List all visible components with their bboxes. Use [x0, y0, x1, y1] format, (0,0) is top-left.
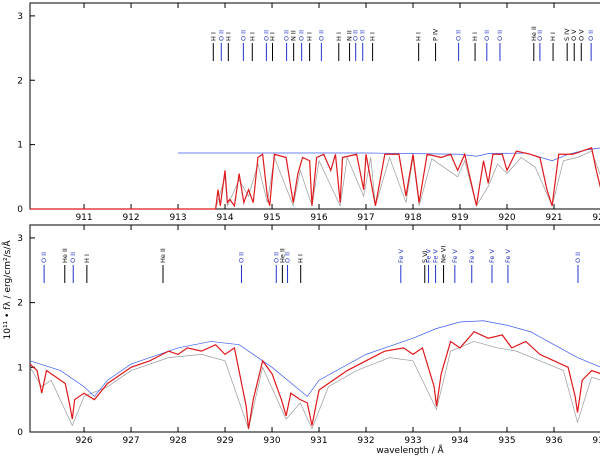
x-tick-label: 929 — [216, 436, 233, 446]
line-label: He II — [278, 248, 286, 263]
line-label: P IV — [432, 28, 440, 41]
line-label: H I — [415, 32, 423, 41]
x-axis-label: wavelength / Å — [376, 444, 444, 456]
y-tick-label: 1 — [17, 141, 23, 151]
line-label: H I — [209, 32, 217, 41]
x-tick-label: 921 — [545, 213, 562, 223]
line-label: S IV — [563, 28, 571, 41]
spectrum-line — [29, 320, 600, 397]
x-tick-label: 917 — [357, 213, 374, 223]
x-tick-label: 928 — [169, 436, 186, 446]
y-tick-label: 0 — [17, 428, 23, 438]
line-label: Fe V — [425, 249, 433, 263]
line-label: H I — [335, 32, 343, 41]
line-label: H I — [306, 32, 314, 41]
x-tick-label: 933 — [404, 436, 421, 446]
line-label: H I — [471, 32, 479, 41]
x-tick-label: 913 — [169, 213, 186, 223]
x-tick-label: 931 — [310, 436, 327, 446]
y-axis-label: 10¹¹ • fλ / erg/cm²/s/Å — [1, 240, 13, 340]
y-tick-label: 3 — [17, 12, 23, 22]
x-tick-label: 926 — [75, 436, 92, 446]
plot-frame — [29, 224, 600, 433]
line-label: O II — [587, 30, 595, 41]
x-tick-label: 920 — [498, 213, 515, 223]
x-tick-label: 914 — [216, 213, 233, 223]
line-label: Fe V — [488, 249, 496, 263]
x-tick-label: 930 — [263, 436, 280, 446]
x-tick-label: 918 — [404, 213, 421, 223]
line-label: O II — [483, 30, 491, 41]
line-label: O II — [455, 30, 463, 41]
x-tick-label: 922 — [592, 213, 600, 223]
line-label: Ne VI — [440, 246, 448, 263]
y-tick-label: 1 — [17, 363, 23, 373]
line-label: O II — [574, 252, 582, 263]
line-label: O II — [237, 252, 245, 263]
line-label: O II — [217, 30, 225, 41]
line-label: O II — [284, 252, 292, 263]
line-label: Fe V — [432, 249, 440, 263]
y-tick-label: 0 — [17, 205, 23, 215]
line-label: H I — [369, 32, 377, 41]
line-label: O V — [577, 29, 585, 41]
x-tick-label: 916 — [310, 213, 327, 223]
line-label: He II — [530, 26, 538, 41]
spectrum-line — [178, 147, 600, 162]
line-label: He II — [61, 248, 69, 263]
line-label: H I — [83, 254, 91, 263]
x-tick-label: 936 — [545, 436, 562, 446]
line-label: H I — [268, 32, 276, 41]
spectrum-line — [30, 147, 600, 210]
line-label: N II — [346, 30, 354, 41]
line-label: S VI — [421, 250, 429, 263]
spectrum-line — [215, 150, 600, 210]
line-label: H I — [549, 32, 557, 41]
line-label: N II — [290, 30, 298, 41]
x-tick-label: 937 — [592, 436, 600, 446]
line-label: Fe V — [451, 249, 459, 263]
line-label: H I — [224, 32, 232, 41]
line-label: Fe V — [468, 249, 476, 263]
line-label: O II — [262, 30, 270, 41]
line-label: H I — [248, 32, 256, 41]
spectrum-line — [29, 341, 600, 431]
x-tick-label: 934 — [451, 436, 468, 446]
line-label: O II — [317, 30, 325, 41]
x-tick-label: 919 — [451, 213, 468, 223]
line-label: O II — [283, 30, 291, 41]
line-label: O II — [496, 30, 504, 41]
line-label: O II — [352, 30, 360, 41]
line-label: O V — [570, 29, 578, 41]
x-tick-label: 935 — [498, 436, 515, 446]
y-tick-label: 2 — [17, 299, 23, 309]
line-label: O II — [272, 252, 280, 263]
x-tick-label: 915 — [263, 213, 280, 223]
line-label: Fe V — [397, 249, 405, 263]
x-tick-label: 932 — [357, 436, 374, 446]
y-tick-label: 2 — [17, 76, 23, 86]
line-label: Fe V — [504, 249, 512, 263]
line-label: O II — [536, 30, 544, 41]
x-tick-label: 927 — [122, 436, 139, 446]
line-label: He II — [159, 248, 167, 263]
spectrum-line — [29, 330, 600, 429]
line-label: O II — [239, 30, 247, 41]
line-label: O II — [40, 252, 48, 263]
plot-frame — [29, 2, 600, 210]
line-label: O II — [69, 252, 77, 263]
line-label: O II — [298, 30, 306, 41]
x-tick-label: 911 — [75, 213, 92, 223]
y-tick-label: 3 — [17, 234, 23, 244]
x-tick-label: 912 — [122, 213, 139, 223]
line-label: O II — [359, 30, 367, 41]
line-label: H I — [297, 254, 305, 263]
